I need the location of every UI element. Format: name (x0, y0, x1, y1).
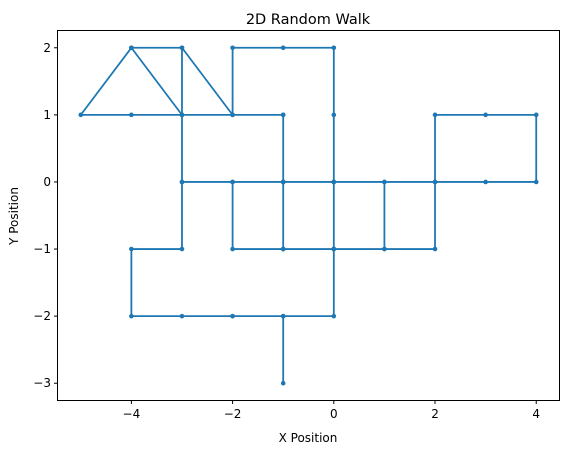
walk-point (179, 313, 185, 319)
walk-point (129, 45, 134, 51)
walk-point (230, 112, 235, 118)
walk-point (280, 380, 286, 386)
walk-point (280, 45, 286, 51)
walk-point (230, 45, 235, 51)
x-axis-ticks: −4 −2 0 2 4 (123, 400, 540, 421)
walk-line (79, 46, 538, 384)
y-axis-label: Y Position (7, 187, 21, 246)
walk-point (432, 179, 438, 185)
y-tick-label: −1 (33, 242, 51, 256)
walk-point (230, 179, 235, 185)
walk-point (483, 179, 488, 185)
walk-point (382, 179, 387, 185)
x-tick-label: −2 (224, 407, 242, 421)
walk-point (331, 246, 337, 252)
walk-point (129, 112, 134, 118)
walk-point (382, 246, 387, 252)
x-axis-label: X Position (279, 431, 338, 445)
walk-point (331, 313, 337, 319)
walk-point (483, 112, 488, 118)
y-tick-label: 1 (43, 108, 51, 122)
walk-point (280, 179, 286, 185)
walk-point (280, 112, 286, 118)
walk-point (533, 112, 539, 118)
walk-point (331, 45, 337, 51)
x-tick-label: 4 (532, 407, 540, 421)
chart-title: 2D Random Walk (246, 12, 371, 28)
walk-point (179, 246, 185, 252)
plot-frame (57, 30, 560, 401)
x-tick-label: 2 (431, 407, 439, 421)
plot-area (78, 45, 539, 386)
walk-point (230, 246, 235, 252)
y-tick-label: −3 (33, 376, 51, 390)
walk-point (179, 179, 185, 185)
y-tick-label: 0 (43, 175, 51, 189)
walk-point (280, 246, 286, 252)
walk-point (179, 45, 185, 51)
y-tick-label: 2 (43, 41, 51, 55)
y-axis-ticks: −3 −2 −1 0 1 2 (33, 41, 58, 390)
walk-point (280, 313, 286, 319)
walk-point (179, 112, 185, 118)
walk-point (331, 179, 337, 185)
walk-point (129, 246, 134, 252)
walk-point (432, 246, 438, 252)
walk-point (78, 112, 84, 118)
y-tick-label: −2 (33, 309, 51, 323)
walk-point (129, 313, 134, 319)
walk-point (432, 112, 438, 118)
walk-point (331, 112, 337, 118)
walk-point (533, 179, 539, 185)
x-tick-label: −4 (123, 407, 141, 421)
walk-point (230, 313, 235, 319)
x-tick-label: 0 (330, 407, 338, 421)
